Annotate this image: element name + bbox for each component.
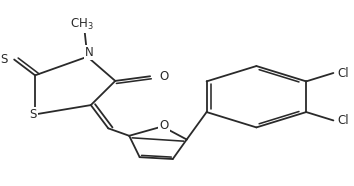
Text: S: S <box>30 108 37 121</box>
Text: N: N <box>85 46 93 59</box>
Text: O: O <box>160 70 169 83</box>
Text: S: S <box>0 53 8 66</box>
Text: Cl: Cl <box>338 67 349 79</box>
Text: O: O <box>159 119 169 132</box>
Text: Cl: Cl <box>338 114 349 127</box>
Text: CH$_3$: CH$_3$ <box>70 17 94 32</box>
